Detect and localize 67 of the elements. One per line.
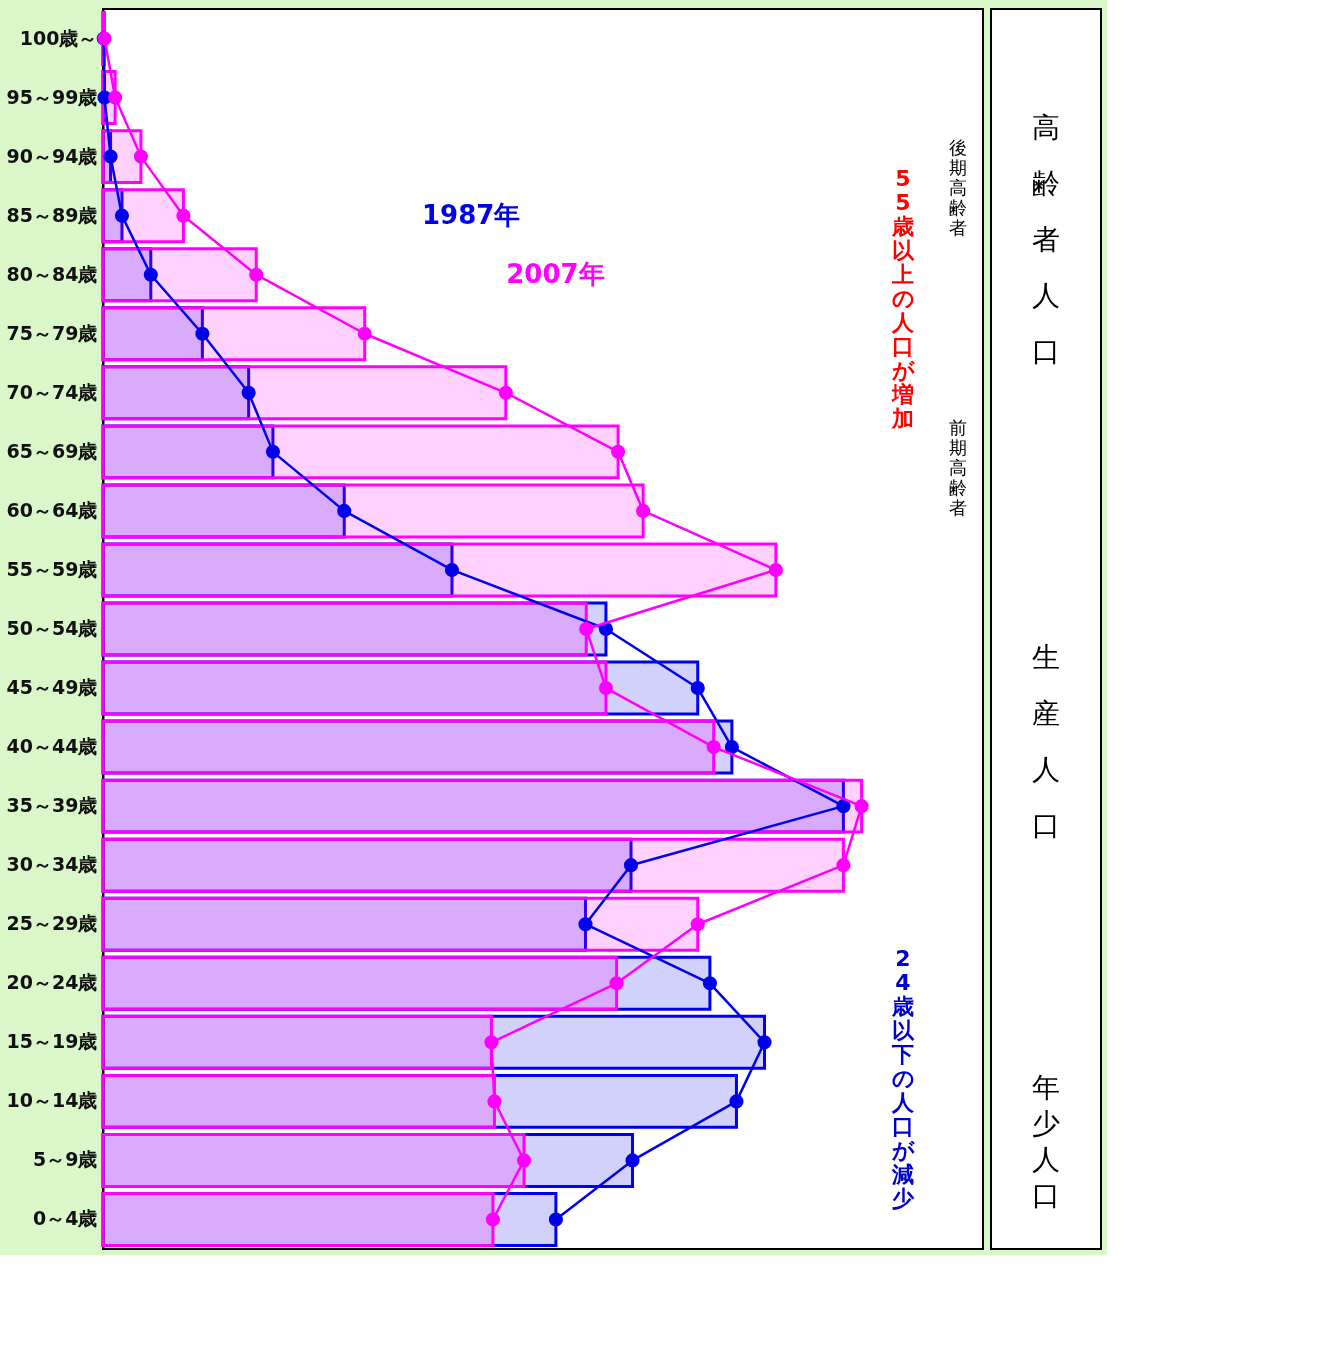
point: [598, 680, 614, 696]
point: [611, 444, 626, 459]
text: 後期高齢者: [949, 137, 967, 238]
point: [249, 267, 264, 282]
text: 前期高齢者: [949, 417, 967, 518]
y-tick-label: 90～94歳: [6, 144, 98, 167]
y-tick-label: 65～69歳: [6, 439, 98, 462]
point: [702, 976, 717, 991]
text: 1987年: [421, 199, 521, 230]
point: [609, 976, 624, 991]
y-tick-label: 95～99歳: [6, 85, 98, 108]
point: [241, 385, 256, 400]
y-tick-label: 55～59歳: [6, 557, 98, 580]
point: [768, 562, 783, 578]
point: [444, 562, 460, 578]
y-tick-label: 30～34歳: [6, 853, 98, 876]
text: 生産人口: [1032, 641, 1060, 842]
point: [484, 1035, 499, 1050]
point: [579, 621, 594, 637]
point: [706, 740, 721, 755]
point: [485, 1212, 500, 1227]
point: [176, 208, 191, 223]
point: [195, 326, 210, 341]
point: [498, 385, 513, 400]
y-tick-label: 85～89歳: [6, 203, 98, 226]
y-tick-label: 0～4歳: [33, 1207, 98, 1230]
text: 高齢者人口: [1032, 111, 1060, 368]
text: 55歳以上の人口が増加: [891, 166, 915, 431]
y-tick-label: 15～19歳: [6, 1030, 98, 1053]
text: 2007年: [506, 258, 605, 289]
point: [143, 267, 158, 282]
text: 24歳以下の人口が減少: [891, 946, 915, 1211]
point: [357, 326, 372, 341]
point: [836, 858, 851, 873]
point: [103, 149, 118, 164]
point: [690, 680, 705, 696]
point: [757, 1035, 772, 1050]
y-tick-label: 80～84歳: [6, 262, 98, 285]
point: [114, 208, 130, 223]
point: [487, 1094, 502, 1109]
point: [836, 799, 851, 814]
y-tick-label: 70～74歳: [6, 380, 98, 403]
y-tick-label: 50～54歳: [6, 617, 98, 639]
point: [337, 503, 352, 518]
y-tick-label: 60～64歳: [6, 498, 98, 521]
point: [623, 858, 639, 873]
point: [265, 444, 280, 459]
point: [578, 917, 593, 932]
y-tick-label: 10～14歳: [6, 1089, 98, 1112]
point: [690, 917, 705, 932]
y-tick-label: 40～44歳: [6, 735, 98, 758]
y-tick-label: 75～79歳: [6, 321, 98, 344]
point: [516, 1153, 532, 1168]
y-tick-label: 45～49歳: [6, 676, 98, 699]
y-tick-label: 20～24歳: [6, 971, 98, 994]
point: [854, 799, 869, 814]
point: [625, 1153, 640, 1168]
point: [133, 149, 148, 164]
point: [636, 503, 651, 518]
y-tick-label: 100歳～: [19, 26, 98, 49]
point: [724, 740, 739, 755]
y-tick-label: 25～29歳: [6, 912, 98, 935]
point: [548, 1212, 563, 1227]
y-tick-label: 35～39歳: [6, 794, 98, 817]
point: [729, 1094, 744, 1109]
y-tick-label: 5～9歳: [33, 1148, 98, 1171]
text: 年少人口: [1032, 1071, 1060, 1212]
